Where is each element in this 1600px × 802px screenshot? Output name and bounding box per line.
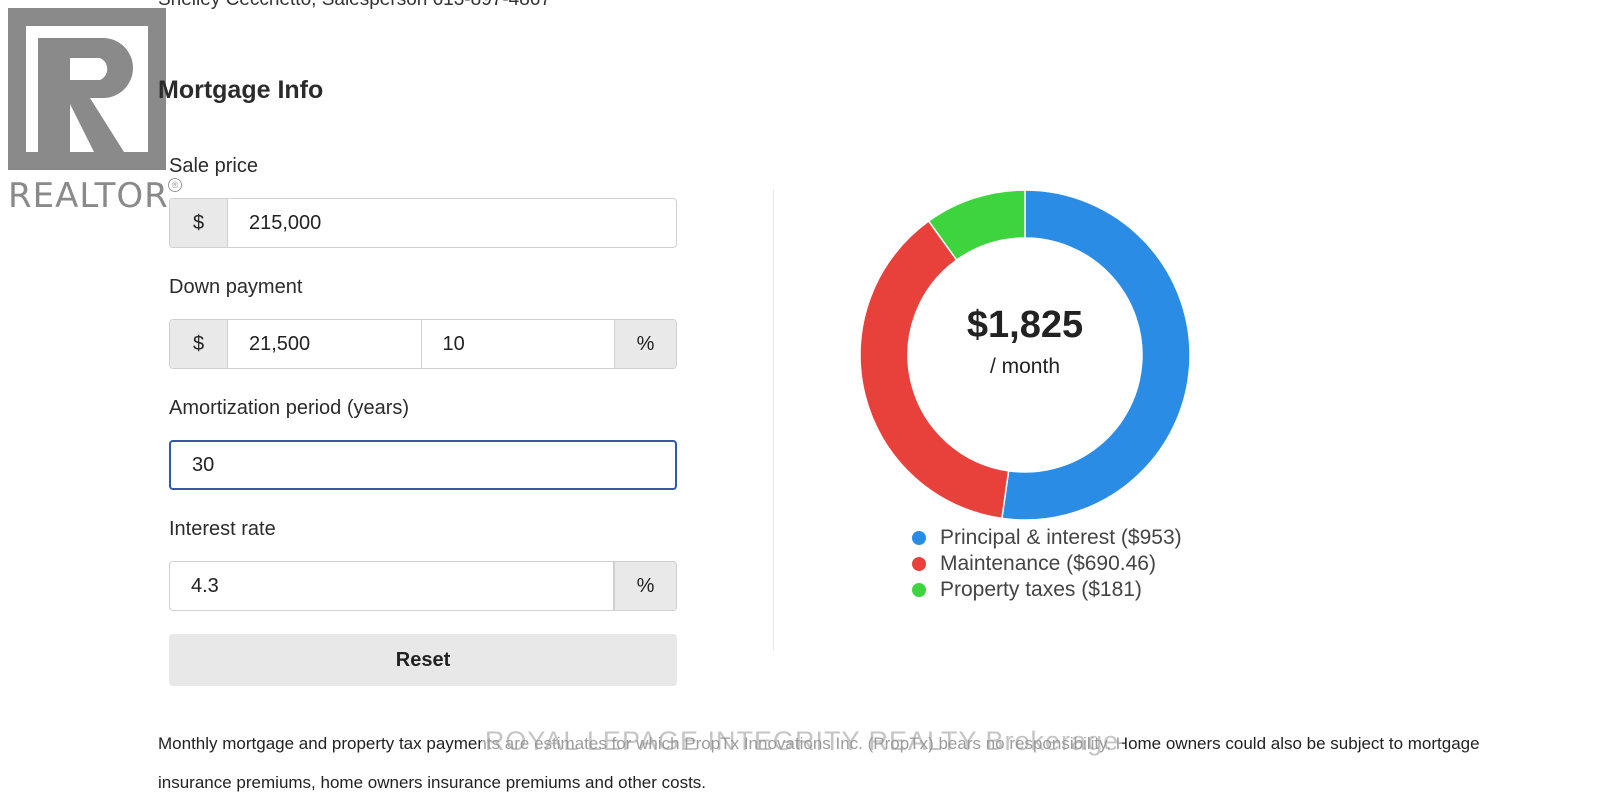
registered-mark: ® bbox=[168, 178, 182, 192]
down-payment-amount-input[interactable] bbox=[228, 320, 422, 368]
donut-slice-2 bbox=[927, 190, 1026, 262]
currency-addon: $ bbox=[170, 320, 228, 368]
sale-price-label: Sale price bbox=[169, 155, 258, 177]
down-payment-label: Down payment bbox=[169, 276, 303, 298]
section-title: Mortgage Info bbox=[158, 76, 324, 104]
sale-price-group: $ bbox=[169, 198, 677, 248]
amortization-input[interactable] bbox=[171, 442, 675, 488]
agent-contact-line: Shelley Cecchetto, Salesperson 613-897-4… bbox=[158, 0, 551, 11]
column-divider bbox=[773, 190, 774, 650]
monthly-period: / month bbox=[989, 355, 1061, 378]
donut-slice-1 bbox=[860, 219, 1010, 520]
legend-item-2: Property taxes ($181) bbox=[912, 577, 1182, 603]
interest-rate-label: Interest rate bbox=[169, 518, 276, 540]
interest-rate-group: % bbox=[169, 561, 677, 611]
amortization-label: Amortization period (years) bbox=[169, 397, 410, 419]
legend-dot-icon bbox=[912, 583, 926, 597]
legend-item-1: Maintenance ($690.46) bbox=[912, 551, 1182, 577]
sale-price-input[interactable] bbox=[228, 199, 676, 247]
legend-label: Property taxes ($181) bbox=[940, 578, 1142, 601]
mortgage-donut-chart bbox=[860, 190, 1190, 520]
chart-legend: Principal & interest ($953) Maintenance (… bbox=[912, 525, 1182, 603]
legend-label: Principal & interest ($953) bbox=[940, 526, 1182, 549]
realtor-wordmark: REALTOR bbox=[8, 176, 169, 216]
percent-addon: % bbox=[614, 562, 676, 610]
legend-label: Maintenance ($690.46) bbox=[940, 552, 1156, 575]
down-payment-group: $ % bbox=[169, 319, 677, 369]
donut-slice-0 bbox=[1001, 190, 1190, 520]
legend-dot-icon bbox=[912, 557, 926, 571]
legend-item-0: Principal & interest ($953) bbox=[912, 525, 1182, 551]
legend-dot-icon bbox=[912, 531, 926, 545]
monthly-amount: $1,825 bbox=[966, 304, 1084, 346]
percent-addon: % bbox=[614, 320, 676, 368]
amortization-group bbox=[169, 440, 677, 490]
realtor-logo bbox=[8, 8, 166, 170]
interest-rate-input[interactable] bbox=[170, 562, 614, 610]
currency-addon: $ bbox=[170, 199, 228, 247]
down-payment-percent-input[interactable] bbox=[421, 320, 614, 368]
brokerage-watermark: ROYAL LEPAGE INTEGRITY REALTY Brokerage bbox=[482, 724, 1122, 758]
reset-button[interactable]: Reset bbox=[169, 634, 677, 686]
